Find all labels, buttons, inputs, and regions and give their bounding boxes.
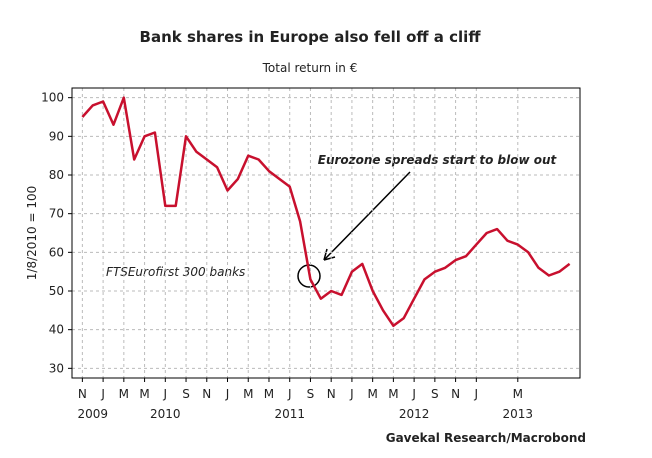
x-tick-label: J: [225, 387, 230, 401]
x-tick-label: M: [367, 387, 377, 401]
y-tick-label: 40: [49, 323, 64, 337]
chart-title: Bank shares in Europe also fell off a cl…: [140, 28, 482, 46]
x-tick-label: M: [264, 387, 274, 401]
y-tick-label: 50: [49, 284, 64, 298]
year-label: 2011: [274, 407, 305, 421]
x-tick-label: M: [243, 387, 253, 401]
x-tick-label: J: [474, 387, 479, 401]
year-label: 2013: [503, 407, 534, 421]
data-line: [81, 96, 571, 328]
year-label: 2009: [77, 407, 108, 421]
source: Gavekal Research/Macrobond: [386, 431, 586, 445]
y-tick-label: 70: [49, 207, 64, 221]
x-tick-label: N: [202, 387, 211, 401]
annotation-arrow: [323, 171, 411, 261]
x-tick-label: J: [287, 387, 292, 401]
x-tick-label: N: [327, 387, 336, 401]
x-tick-label: S: [182, 387, 190, 401]
y-tick-label: 30: [49, 361, 64, 375]
x-tick-label: N: [451, 387, 460, 401]
y-tick-label: 60: [49, 245, 64, 259]
y-tick-label: 80: [49, 168, 64, 182]
y-tick-label: 100: [41, 91, 64, 105]
x-tick-label: S: [307, 387, 315, 401]
x-tick-label: J: [163, 387, 168, 401]
x-tick-label: M: [388, 387, 398, 401]
annotation: Eurozone spreads start to blow out: [318, 153, 558, 167]
year-label: 2012: [399, 407, 430, 421]
x-tick-label: S: [431, 387, 439, 401]
x-tick-label: J: [411, 387, 416, 401]
year-label: 2010: [150, 407, 181, 421]
y-axis-label: 1/8/2010 = 100: [25, 186, 39, 280]
arrow-head: [323, 248, 336, 261]
x-tick-label: M: [119, 387, 129, 401]
legend-label: FTSEurofirst 300 banks: [106, 265, 245, 279]
x-tick-label: N: [78, 387, 87, 401]
plot-frame: [71, 87, 581, 379]
chart-subtitle: Total return in €: [262, 61, 358, 75]
y-tick-label: 90: [49, 129, 64, 143]
x-tick-label: J: [349, 387, 354, 401]
x-tick-label: J: [100, 387, 105, 401]
x-tick-label: M: [139, 387, 149, 401]
x-tick-label: M: [513, 387, 523, 401]
